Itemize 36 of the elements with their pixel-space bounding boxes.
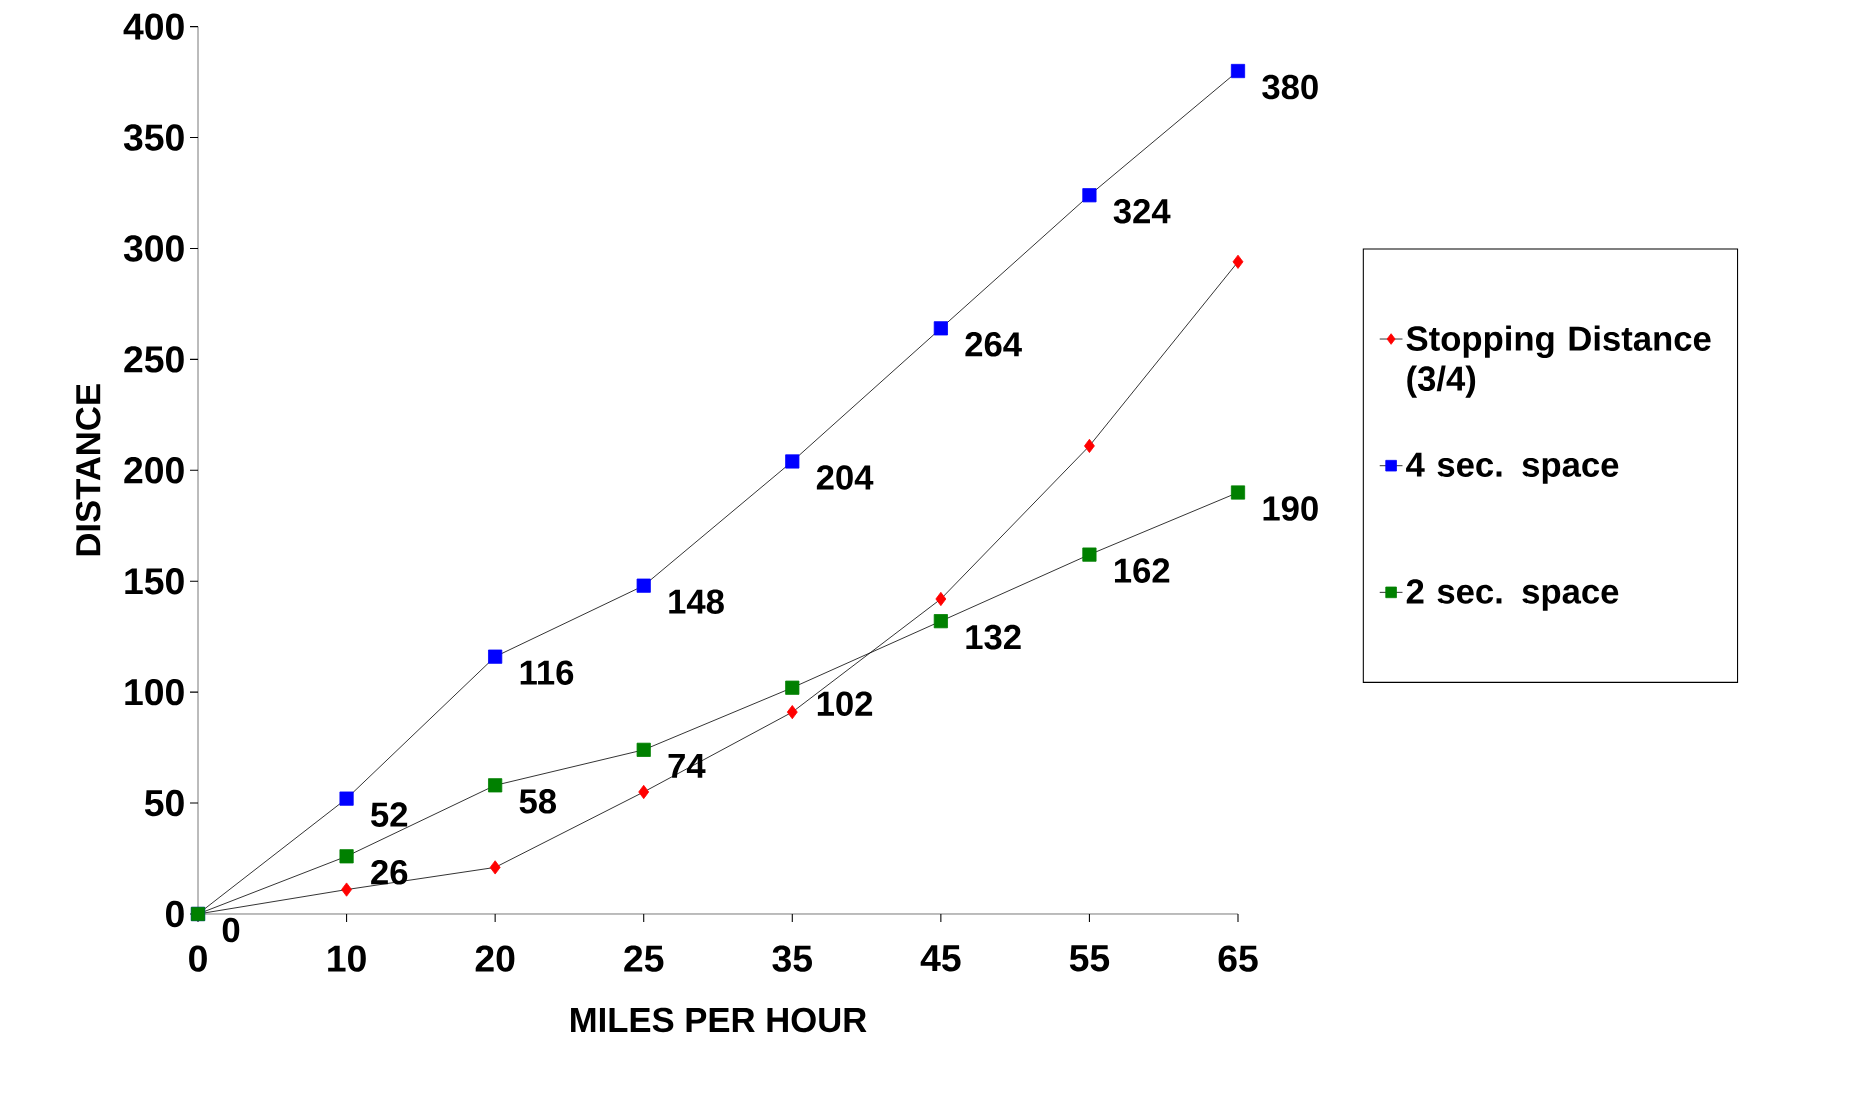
y-tick-label: 250 xyxy=(124,346,184,373)
y-tick-label: 100 xyxy=(125,678,184,706)
y-tick-label: 200 xyxy=(124,457,184,484)
y-tick-label: 300 xyxy=(123,235,184,262)
x-tick-label: 20 xyxy=(475,945,515,972)
legend-label: 2 sec. space xyxy=(1406,579,1619,611)
y-axis-title: DISTANCE xyxy=(75,384,101,556)
data-label: 0 xyxy=(222,917,240,943)
data-label: 132 xyxy=(966,624,1021,650)
data-label: 162 xyxy=(1114,558,1170,583)
data-label: 26 xyxy=(371,860,408,885)
x-tick-label: 25 xyxy=(624,945,664,972)
data-label: 264 xyxy=(965,332,1022,357)
data-label: 116 xyxy=(520,660,574,685)
x-tick-label: 65 xyxy=(1218,945,1258,972)
y-tick-label: 400 xyxy=(123,13,184,40)
y-tick-label: 350 xyxy=(123,124,184,151)
x-axis-title: MILES PER HOUR xyxy=(571,1007,867,1033)
y-tick-label: 50 xyxy=(144,789,184,817)
data-label: 380 xyxy=(1262,74,1318,100)
x-tick-label: 10 xyxy=(328,945,366,972)
x-tick-label: 45 xyxy=(920,945,961,972)
data-label: 148 xyxy=(669,589,724,614)
data-label: 204 xyxy=(816,465,874,490)
data-label: 58 xyxy=(519,789,557,814)
legend-label: Stopping Distance (3/4) xyxy=(1406,325,1711,398)
x-tick-label: 55 xyxy=(1069,945,1110,972)
y-tick-label: 150 xyxy=(125,568,184,595)
data-label: 190 xyxy=(1263,496,1318,521)
data-label: 52 xyxy=(371,802,408,827)
y-tick-label: 0 xyxy=(166,900,184,928)
data-label: 102 xyxy=(817,691,873,716)
legend-label: 4 sec. space xyxy=(1406,452,1619,484)
data-label: 324 xyxy=(1113,198,1171,224)
x-tick-label: 0 xyxy=(189,945,207,972)
x-tick-label: 35 xyxy=(772,945,812,972)
